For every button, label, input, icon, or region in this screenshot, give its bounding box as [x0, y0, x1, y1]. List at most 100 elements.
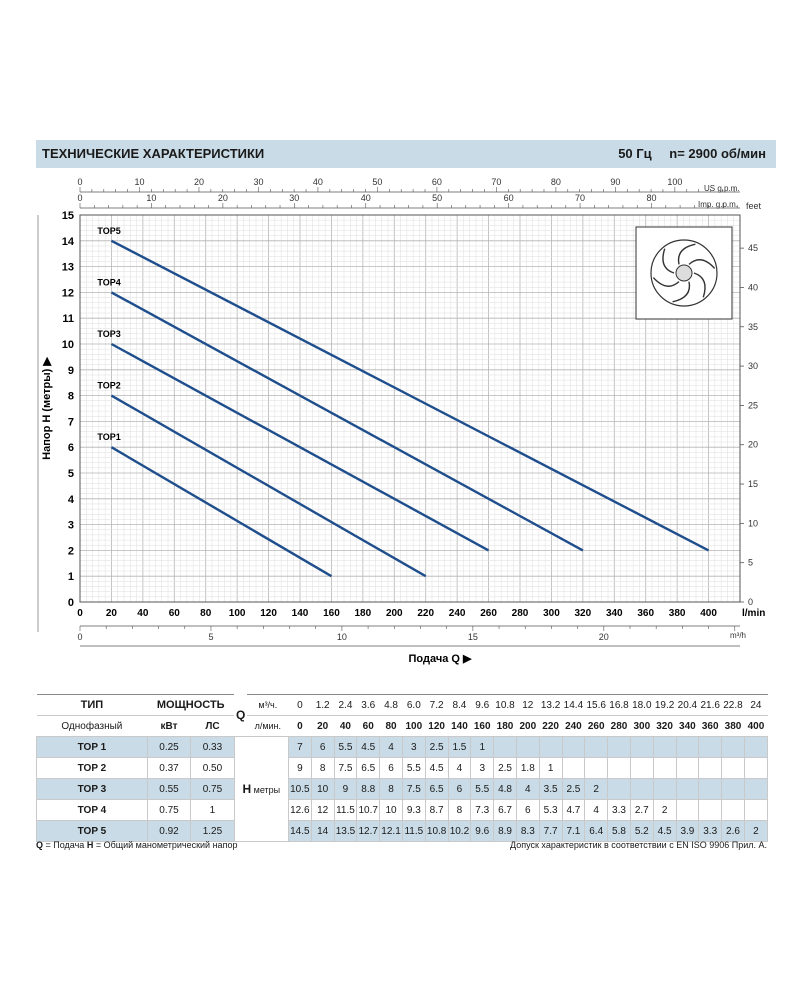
- x-lmin-tick-label: 300: [543, 608, 560, 619]
- head-value: [607, 778, 631, 800]
- q-lmin-value: 240: [562, 715, 585, 737]
- head-value: 11.5: [333, 799, 358, 821]
- head-value: 3.3: [607, 799, 631, 821]
- kw-header: кВт: [147, 715, 191, 737]
- head-value: [584, 757, 609, 779]
- head-value: [652, 736, 677, 758]
- x-lmin-tick-label: 0: [77, 608, 83, 619]
- head-value: 4.5: [356, 736, 381, 758]
- head-value: 11.5: [401, 820, 426, 842]
- head-value: 10.2: [447, 820, 472, 842]
- curve-top4: [110, 291, 584, 552]
- model-name: TOP 1: [36, 736, 148, 758]
- q-lmin-value: 160: [470, 715, 494, 737]
- impeller-vane: [677, 243, 696, 265]
- head-value: 7.3: [470, 799, 495, 821]
- head-value: [629, 778, 654, 800]
- head-value: 4.5: [424, 757, 449, 779]
- x-lmin-tick-label: 20: [106, 608, 118, 619]
- x-lmin-tick-label: 260: [480, 608, 497, 619]
- impeller-vane: [662, 248, 675, 274]
- q-lmin-value: 60: [356, 715, 380, 737]
- specs: 50 Гц n= 2900 об/мин: [604, 146, 766, 161]
- head-value: 1: [538, 757, 563, 779]
- q-lmin-value: 40: [334, 715, 357, 737]
- head-value: 3: [470, 757, 495, 779]
- model-name: TOP 3: [36, 778, 148, 800]
- head-value: 2.6: [721, 820, 745, 842]
- q-m3h-value: 6.0: [402, 694, 426, 716]
- head-value: 2: [652, 799, 677, 821]
- q-m3h-value: 9.6: [470, 694, 494, 716]
- x-lmin-tick-label: 100: [229, 608, 246, 619]
- power-hp: 0.50: [190, 757, 235, 779]
- head-value: 5.5: [333, 736, 358, 758]
- head-value: [629, 736, 654, 758]
- q-m3h-value: 19.2: [653, 694, 676, 716]
- head-value: [743, 736, 769, 758]
- q-m3h-value: 1.2: [311, 694, 335, 716]
- impeller-vane: [652, 277, 680, 287]
- y-tick-label: 10: [62, 339, 74, 351]
- y-tick-label: 11: [62, 313, 74, 325]
- head-value: 7: [287, 736, 312, 758]
- us-gpm-tick-label: 40: [313, 177, 323, 187]
- head-value: 2.7: [629, 799, 654, 821]
- head-value: 5.2: [629, 820, 654, 842]
- head-value: 12.1: [379, 820, 403, 842]
- head-value: 5.5: [470, 778, 495, 800]
- head-value: 6: [515, 799, 540, 821]
- head-value: 4: [379, 736, 403, 758]
- y-tick-label: 7: [68, 416, 74, 428]
- y-tick-label: 1: [68, 571, 74, 583]
- q-m3h-value: 3.6: [356, 694, 380, 716]
- model-name: TOP 5: [36, 820, 148, 842]
- head-value: 7.5: [333, 757, 358, 779]
- head-value: [698, 736, 723, 758]
- head-value: 3.5: [538, 778, 563, 800]
- y-tick-label: 13: [62, 262, 74, 274]
- head-value: [561, 757, 586, 779]
- x-lmin-tick-label: 240: [449, 608, 466, 619]
- head-value: 6.5: [356, 757, 381, 779]
- feet-tick-label: 0: [748, 597, 753, 607]
- feet-tick-label: 20: [748, 440, 758, 450]
- q-lmin-value: 360: [698, 715, 722, 737]
- head-value: 1.5: [447, 736, 472, 758]
- head-value: 4: [584, 799, 609, 821]
- h-label: H: [242, 782, 252, 796]
- head-value: 4: [447, 757, 472, 779]
- head-value: 2.5: [493, 757, 517, 779]
- head-value: 12.6: [287, 799, 312, 821]
- q-lmin-value: 320: [653, 715, 676, 737]
- power-kw: 0.92: [146, 820, 192, 842]
- q-lmin-value: 280: [607, 715, 631, 737]
- head-value: 9: [333, 778, 358, 800]
- q-m3h-unit: м³/ч.: [247, 694, 289, 716]
- curve-label: TOP4: [97, 277, 120, 287]
- plot-frame: [79, 214, 741, 603]
- hp-header: ЛС: [190, 715, 235, 737]
- y-tick-label: 4: [68, 494, 75, 506]
- y-tick-label: 8: [68, 391, 74, 403]
- q-m3h-value: 24: [744, 694, 768, 716]
- power-kw: 0.37: [146, 757, 192, 779]
- head-value: 12: [310, 799, 335, 821]
- imp-gpm-tick-label: 40: [361, 193, 371, 203]
- feet-tick-label: 30: [748, 361, 758, 371]
- feet-tick-label: 25: [748, 400, 758, 410]
- head-value: [743, 757, 769, 779]
- x-lmin-tick-label: 380: [669, 608, 686, 619]
- head-value: [743, 799, 769, 821]
- head-value: 2: [743, 820, 769, 842]
- q-lmin-value: 300: [630, 715, 654, 737]
- y-axis-label: Напор H (метры) ▶: [41, 357, 53, 460]
- us-gpm-tick-label: 50: [372, 177, 382, 187]
- q-lmin-value: 0: [288, 715, 312, 737]
- q-lmin-value: 340: [676, 715, 699, 737]
- x-m3h-tick-label: 20: [599, 632, 609, 642]
- head-value: 3.3: [698, 820, 723, 842]
